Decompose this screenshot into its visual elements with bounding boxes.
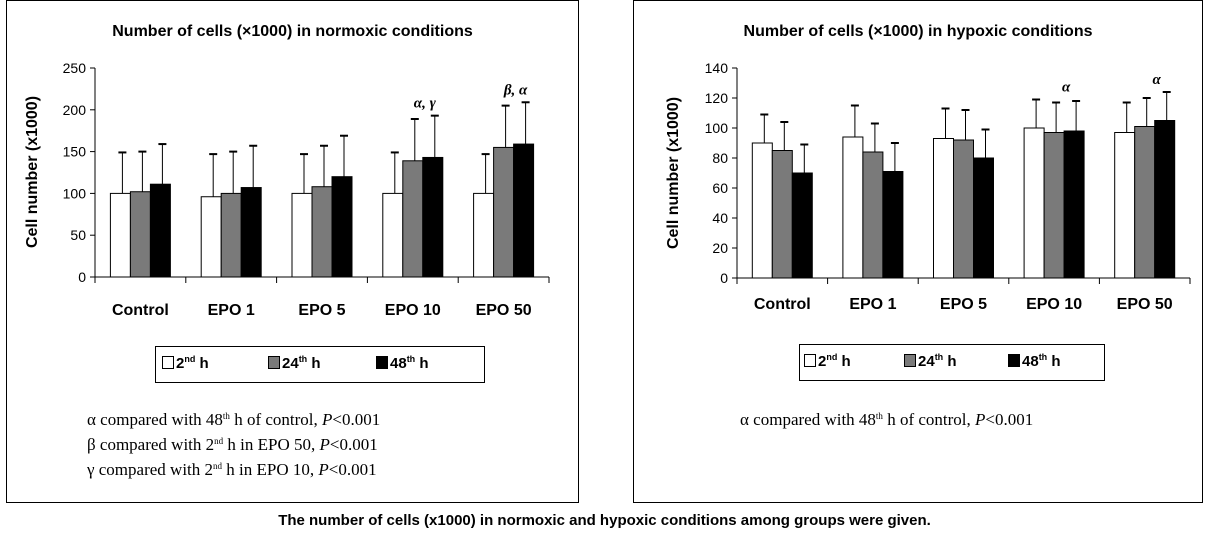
bar: [1023, 127, 1045, 279]
y-tick-label: 0: [78, 269, 86, 285]
legend-swatch: [804, 354, 816, 367]
legend-swatch: [268, 356, 280, 369]
chart-legend: 2nd h 24th h 48th h: [155, 346, 485, 383]
legend-item-2nd: 2nd h: [162, 355, 209, 372]
bar: [473, 192, 495, 278]
y-tick-label: 100: [63, 185, 87, 201]
bar: [220, 192, 242, 278]
bar: [382, 192, 404, 278]
bar: [1114, 132, 1136, 279]
bar: [953, 139, 974, 279]
x-tick-label: Control: [112, 302, 169, 319]
y-tick-label: 40: [712, 210, 728, 226]
bar: [331, 176, 353, 278]
x-tick-label: EPO 5: [940, 296, 987, 313]
bar: [882, 171, 904, 279]
bar: [751, 142, 773, 279]
normoxic-panel: Number of cells (×1000) in normoxic cond…: [6, 0, 579, 503]
y-tick-label: 200: [63, 102, 87, 118]
legend-swatch: [162, 356, 174, 369]
y-tick-label: 60: [712, 180, 728, 196]
bar: [1154, 120, 1176, 279]
significance-label: α, γ: [414, 96, 437, 112]
bar: [149, 183, 171, 278]
y-tick-label: 20: [712, 240, 728, 256]
legend-item-2nd: 2nd h: [804, 353, 851, 370]
x-tick-label: Control: [754, 296, 811, 313]
y-tick-label: 140: [705, 60, 729, 76]
note-line: γ compared with 2nd h in EPO 10, P<0.001: [87, 460, 377, 479]
bar: [402, 160, 424, 278]
note-line: α compared with 48th h of control, P<0.0…: [87, 410, 381, 429]
bar: [973, 157, 994, 279]
y-tick-label: 50: [70, 227, 86, 243]
y-tick-label: 100: [705, 120, 729, 136]
hypoxic-panel: Number of cells (×1000) in hypoxic condi…: [633, 0, 1203, 503]
y-axis-label: Cell number (x1000): [24, 96, 41, 248]
figure-caption: The number of cells (x1000) in normoxic …: [278, 512, 931, 529]
y-axis-label: Cell number (x1000): [665, 97, 682, 249]
normoxic-chart: 0 50 100 150 200 250 Cell number (x1000) Contro…: [24, 60, 550, 319]
note-line: α compared with 48th h of control, P<0.0…: [740, 410, 1034, 429]
hypoxic-chart: 0 20 40 60 80 100 120 140 Cell number (x1000) Con…: [665, 60, 1191, 313]
x-tick-label: EPO 50: [1117, 296, 1173, 313]
bar: [1043, 132, 1065, 279]
x-tick-label: EPO 1: [208, 302, 255, 319]
significance-notes: α compared with 48th h of control, P<0.0…: [740, 407, 1033, 432]
x-tick-label: EPO 1: [849, 296, 896, 313]
significance-label: α: [1062, 80, 1071, 96]
x-tick-label: EPO 50: [476, 302, 532, 319]
significance-label: α: [1153, 72, 1162, 88]
chart-legend: 2nd h 24th h 48th h: [799, 344, 1105, 381]
legend-swatch: [376, 356, 388, 369]
bar: [1063, 130, 1085, 279]
y-tick-label: 250: [63, 60, 87, 76]
bar: [791, 172, 813, 279]
x-tick-label: EPO 10: [385, 302, 441, 319]
y-tick-label: 120: [705, 90, 729, 106]
y-tick-label: 80: [712, 150, 728, 166]
y-tick-label: 150: [63, 144, 87, 160]
bar: [513, 143, 535, 278]
x-tick-label: EPO 5: [298, 302, 345, 319]
x-tick-label: EPO 10: [1026, 296, 1082, 313]
bar: [933, 138, 954, 279]
legend-item-24th: 24th h: [268, 355, 321, 372]
significance-notes: α compared with 48th h of control, P<0.0…: [87, 407, 380, 482]
chart-title: Number of cells (×1000) in normoxic cond…: [112, 23, 473, 40]
note-line: β compared with 2nd h in EPO 50, P<0.001: [87, 435, 378, 454]
bar: [862, 151, 884, 279]
legend-item-48th: 48th h: [376, 355, 429, 372]
bar: [291, 192, 313, 278]
bar: [422, 156, 444, 278]
bar: [311, 186, 333, 278]
bar: [493, 146, 515, 278]
legend-swatch: [1008, 354, 1020, 367]
y-tick-label: 0: [720, 270, 728, 286]
legend-swatch: [904, 354, 916, 367]
bar: [1134, 126, 1156, 279]
bar: [129, 191, 151, 278]
bar: [771, 150, 793, 279]
legend-item-24th: 24th h: [904, 353, 957, 370]
chart-title: Number of cells (×1000) in hypoxic condi…: [743, 23, 1093, 40]
bar: [109, 192, 131, 278]
bar: [842, 136, 864, 279]
legend-item-48th: 48th h: [1008, 353, 1061, 370]
significance-label: β, α: [503, 82, 528, 98]
bar: [200, 196, 222, 278]
bar: [240, 187, 262, 278]
